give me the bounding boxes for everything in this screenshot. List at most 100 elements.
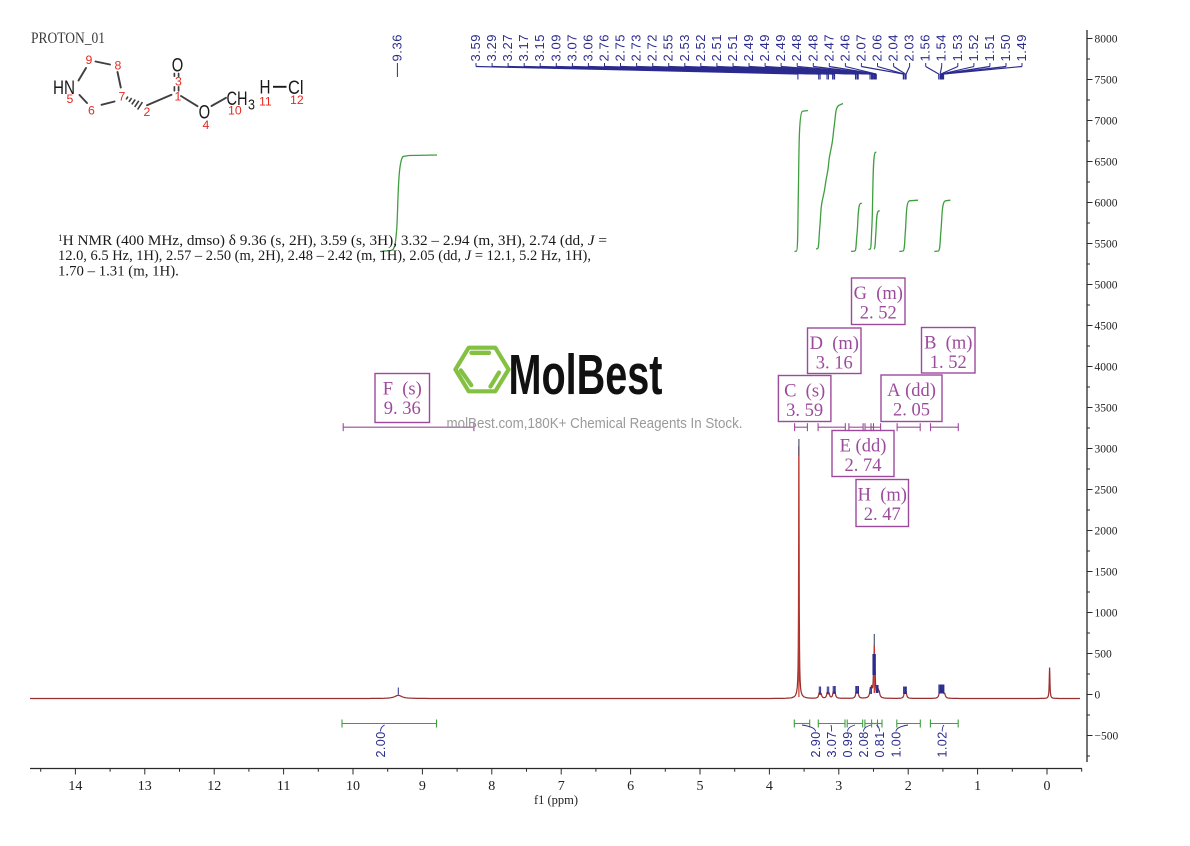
svg-text:2.46: 2.46 xyxy=(837,34,852,62)
svg-text:2.07: 2.07 xyxy=(853,34,868,62)
svg-text:2. 52: 2. 52 xyxy=(860,304,897,324)
svg-text:10: 10 xyxy=(346,779,360,794)
svg-text:1000: 1000 xyxy=(1095,608,1118,620)
svg-text:3: 3 xyxy=(835,779,842,794)
svg-text:3.17: 3.17 xyxy=(516,34,531,62)
svg-text:1.49: 1.49 xyxy=(1014,34,1029,62)
svg-text:2.03: 2.03 xyxy=(902,34,917,62)
svg-text:5: 5 xyxy=(697,779,704,794)
svg-text:3.07: 3.07 xyxy=(564,34,579,62)
svg-text:1.51: 1.51 xyxy=(982,34,997,62)
svg-text:2000: 2000 xyxy=(1095,526,1118,538)
svg-text:4000: 4000 xyxy=(1095,362,1118,374)
svg-text:1.02: 1.02 xyxy=(936,731,950,757)
svg-text:2.47: 2.47 xyxy=(821,34,836,62)
svg-text:9. 36: 9. 36 xyxy=(384,399,421,419)
svg-text:12: 12 xyxy=(207,779,221,794)
svg-text:molBest.com,180K+ Chemical Rea: molBest.com,180K+ Chemical Reagents In S… xyxy=(447,415,743,432)
svg-text:2.75: 2.75 xyxy=(613,34,628,62)
svg-text:O: O xyxy=(172,55,184,77)
svg-text:2.53: 2.53 xyxy=(677,34,692,62)
svg-text:2.90: 2.90 xyxy=(809,731,823,757)
svg-text:5000: 5000 xyxy=(1095,280,1118,292)
svg-text:2.49: 2.49 xyxy=(741,34,756,62)
svg-text:MolBest: MolBest xyxy=(509,343,663,407)
svg-text:6500: 6500 xyxy=(1095,157,1118,169)
svg-text:1.50: 1.50 xyxy=(998,34,1013,62)
svg-text:1: 1 xyxy=(175,90,182,104)
svg-text:O: O xyxy=(199,102,211,124)
svg-text:1500: 1500 xyxy=(1095,567,1118,579)
svg-text:6000: 6000 xyxy=(1095,198,1118,210)
svg-text:9.36: 9.36 xyxy=(389,34,404,62)
svg-text:7: 7 xyxy=(558,779,565,794)
svg-text:7000: 7000 xyxy=(1095,116,1118,128)
svg-text:1.54: 1.54 xyxy=(934,34,949,62)
svg-text:7500: 7500 xyxy=(1095,75,1118,87)
svg-text:3.15: 3.15 xyxy=(532,34,547,62)
svg-text:2.48: 2.48 xyxy=(805,34,820,62)
svg-text:G (m): G (m) xyxy=(854,284,903,304)
svg-text:10: 10 xyxy=(228,104,242,118)
svg-text:2.06: 2.06 xyxy=(870,34,885,62)
svg-text:2.51: 2.51 xyxy=(725,34,740,62)
svg-text:2.04: 2.04 xyxy=(886,34,901,62)
svg-text:3.59: 3.59 xyxy=(468,34,483,62)
svg-text:Cl: Cl xyxy=(288,77,304,99)
svg-text:1.70 – 1.31 (m, 1H).: 1.70 – 1.31 (m, 1H). xyxy=(58,263,179,279)
svg-text:3. 59: 3. 59 xyxy=(786,401,823,421)
svg-text:HN: HN xyxy=(53,77,75,99)
svg-text:9: 9 xyxy=(419,779,426,794)
svg-text:2500: 2500 xyxy=(1095,485,1118,497)
svg-text:3000: 3000 xyxy=(1095,444,1118,456)
svg-text:3.06: 3.06 xyxy=(580,34,595,62)
svg-text:H: H xyxy=(260,77,271,99)
svg-text:3.29: 3.29 xyxy=(484,34,499,62)
svg-text:500: 500 xyxy=(1095,649,1113,661)
svg-text:11: 11 xyxy=(277,779,290,794)
svg-text:CH: CH xyxy=(227,88,248,110)
svg-text:1.52: 1.52 xyxy=(966,34,981,62)
svg-text:6: 6 xyxy=(627,779,634,794)
svg-text:5500: 5500 xyxy=(1095,239,1118,251)
svg-text:9: 9 xyxy=(86,53,93,67)
svg-text:0: 0 xyxy=(1044,779,1051,794)
svg-text:2: 2 xyxy=(905,779,912,794)
svg-text:3.09: 3.09 xyxy=(548,34,563,62)
svg-text:0.81: 0.81 xyxy=(873,731,887,757)
svg-text:2.51: 2.51 xyxy=(709,34,724,62)
svg-text:1: 1 xyxy=(974,779,981,794)
svg-text:2. 05: 2. 05 xyxy=(893,401,930,421)
svg-text:4500: 4500 xyxy=(1095,321,1118,333)
svg-text:8: 8 xyxy=(115,59,122,73)
svg-text:2.49: 2.49 xyxy=(757,34,772,62)
svg-text:6: 6 xyxy=(88,104,95,118)
svg-text:2.48: 2.48 xyxy=(789,34,804,62)
svg-text:PROTON_01: PROTON_01 xyxy=(31,30,105,47)
svg-text:11: 11 xyxy=(259,95,272,109)
svg-text:2: 2 xyxy=(144,105,151,119)
svg-text:E (dd): E (dd) xyxy=(840,437,887,457)
svg-text:14: 14 xyxy=(68,779,82,794)
svg-text:2.55: 2.55 xyxy=(661,34,676,62)
svg-text:F (s): F (s) xyxy=(383,380,422,400)
svg-text:3.07: 3.07 xyxy=(825,731,839,757)
svg-text:1. 52: 1. 52 xyxy=(930,353,967,373)
svg-text:3.27: 3.27 xyxy=(500,34,515,62)
svg-text:8: 8 xyxy=(488,779,495,794)
svg-text:3500: 3500 xyxy=(1095,403,1118,415)
svg-text:2.08: 2.08 xyxy=(857,731,871,757)
svg-text:8000: 8000 xyxy=(1095,34,1118,46)
svg-text:1.53: 1.53 xyxy=(950,34,965,62)
svg-text:3. 16: 3. 16 xyxy=(816,354,853,374)
svg-text:2.52: 2.52 xyxy=(693,34,708,62)
svg-text:2. 47: 2. 47 xyxy=(864,505,901,525)
svg-text:2.49: 2.49 xyxy=(773,34,788,62)
svg-text:−500: −500 xyxy=(1095,731,1119,743)
svg-text:f1 (ppm): f1 (ppm) xyxy=(534,793,578,807)
svg-text:4: 4 xyxy=(766,779,773,794)
svg-text:1H NMR (400 MHz, dmso) δ 9.36: 1H NMR (400 MHz, dmso) δ 9.36 (s, 2H), 3… xyxy=(58,233,607,249)
svg-text:0.99: 0.99 xyxy=(841,731,855,757)
svg-text:2.72: 2.72 xyxy=(645,34,660,62)
svg-text:2.00: 2.00 xyxy=(374,731,388,757)
